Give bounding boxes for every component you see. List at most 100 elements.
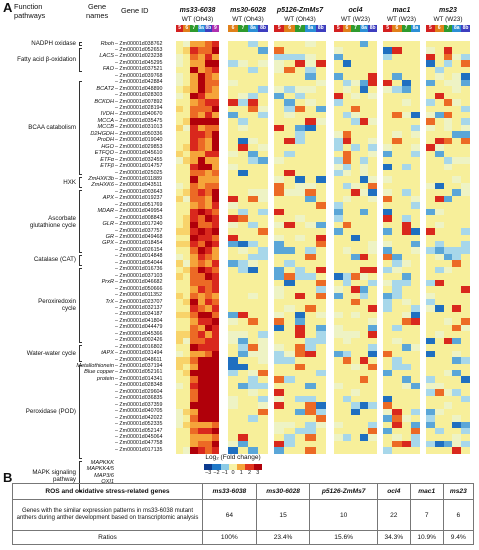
heatmap-cell bbox=[443, 324, 453, 332]
heatmap-cell bbox=[315, 208, 327, 216]
heatmap-cell bbox=[305, 389, 316, 397]
heatmap-cell bbox=[294, 305, 306, 313]
heatmap-cell bbox=[351, 389, 361, 397]
heatmap-cell bbox=[258, 279, 269, 287]
heatmap-cell bbox=[248, 299, 259, 306]
heatmap-cell bbox=[392, 402, 402, 409]
heatmap-cell bbox=[197, 395, 205, 403]
heatmap-cell bbox=[461, 150, 471, 158]
heatmap-cell bbox=[351, 382, 361, 390]
gene-name: FAO bbox=[102, 66, 114, 73]
heatmap-cell bbox=[204, 99, 213, 106]
heatmap-cell bbox=[274, 221, 285, 229]
heatmap-cell bbox=[284, 395, 296, 403]
heatmap-cell bbox=[211, 163, 220, 171]
gene-id: – Zm00001d037757 bbox=[115, 227, 163, 234]
heatmap-cell bbox=[305, 131, 316, 139]
heatmap-cell bbox=[426, 363, 436, 371]
stage-label: 6 bbox=[392, 25, 402, 32]
gene-id: – Zm00001d039768 bbox=[115, 72, 163, 79]
heatmap-cell bbox=[334, 234, 343, 242]
heatmap-cell bbox=[334, 60, 343, 68]
heatmap-cell bbox=[274, 208, 285, 216]
heatmap-cell bbox=[434, 305, 444, 313]
gene-id: – Zm00001d016736 bbox=[115, 266, 163, 273]
heatmap-cell bbox=[401, 53, 412, 61]
heatmap-cell bbox=[305, 144, 316, 151]
heatmap-cell bbox=[359, 234, 369, 242]
heatmap-cell bbox=[197, 440, 205, 448]
heatmap-cell bbox=[359, 144, 369, 151]
heatmap-cell bbox=[197, 208, 205, 216]
heatmap-cell bbox=[452, 157, 462, 164]
heatmap-cell bbox=[461, 124, 471, 132]
wt-label: WT (W23) bbox=[387, 16, 416, 23]
heatmap-cell bbox=[183, 350, 191, 358]
heatmap-cell bbox=[211, 208, 220, 216]
heatmap-cell bbox=[359, 279, 369, 287]
heatmap-cell bbox=[294, 299, 306, 306]
heatmap-cell bbox=[228, 240, 239, 248]
heatmap-cell bbox=[258, 79, 269, 87]
heatmap-cell bbox=[190, 318, 198, 326]
heatmap-cell bbox=[228, 318, 239, 326]
heatmap-cell bbox=[410, 41, 421, 48]
heatmap-cell bbox=[383, 395, 393, 403]
heatmap-cell bbox=[392, 434, 402, 442]
heatmap-cell bbox=[342, 279, 352, 287]
heatmap-cell bbox=[359, 305, 369, 313]
heatmap-cell bbox=[294, 157, 306, 164]
heatmap-cell bbox=[410, 279, 421, 287]
heatmap-cell bbox=[183, 53, 191, 61]
heatmap-cell bbox=[461, 382, 471, 390]
stage-label: 5 bbox=[176, 25, 184, 32]
heatmap-cell bbox=[204, 86, 213, 93]
heatmap-cell bbox=[305, 260, 316, 268]
heatmap-cell bbox=[211, 324, 220, 332]
heatmap-cell bbox=[342, 247, 352, 255]
heatmap-cell bbox=[401, 408, 412, 416]
heatmap-cell bbox=[305, 357, 316, 364]
heatmap-cell bbox=[359, 170, 369, 177]
heatmap-cell bbox=[248, 286, 259, 293]
gene-id: – Zm00001d038762 bbox=[115, 40, 163, 47]
gene-id: – Zm00001d036835 bbox=[115, 395, 163, 402]
heatmap-cell bbox=[334, 434, 343, 442]
heatmap-cell bbox=[392, 228, 402, 235]
heatmap-cell bbox=[294, 350, 306, 358]
heatmap-cell bbox=[248, 395, 259, 403]
heatmap-cell bbox=[401, 176, 412, 184]
heatmap-cell bbox=[410, 234, 421, 242]
heatmap-cell bbox=[315, 79, 327, 87]
heatmap-cell bbox=[315, 428, 327, 435]
heatmap-cell bbox=[452, 228, 462, 235]
stage-strip: 5 6 7 8a 8b bbox=[334, 25, 377, 32]
heatmap-cell bbox=[461, 369, 471, 377]
heatmap-cell bbox=[238, 266, 249, 274]
heatmap-cell bbox=[334, 247, 343, 255]
heatmap-cell bbox=[176, 279, 184, 287]
heatmap-cell bbox=[176, 311, 184, 319]
heatmap-cell bbox=[197, 311, 205, 319]
heatmap-cell bbox=[452, 286, 462, 293]
heatmap-cell bbox=[258, 208, 269, 216]
heatmap-cell bbox=[368, 428, 378, 435]
heatmap-cell bbox=[342, 305, 352, 313]
heatmap-cell bbox=[190, 337, 198, 345]
heatmap-cell bbox=[368, 86, 378, 93]
legend-tick: 1 bbox=[239, 469, 243, 476]
heatmap-cell bbox=[294, 428, 306, 435]
heatmap-cell bbox=[294, 47, 306, 55]
heatmap-cell bbox=[197, 402, 205, 409]
heatmap-cell bbox=[197, 382, 205, 390]
heatmap-cell bbox=[183, 215, 191, 222]
heatmap-cell bbox=[190, 170, 198, 177]
heatmap-cell bbox=[410, 240, 421, 248]
heatmap-cell bbox=[426, 331, 436, 338]
heatmap-cell bbox=[315, 279, 327, 287]
heatmap-cell bbox=[190, 286, 198, 293]
heatmap-cell bbox=[351, 176, 361, 184]
heatmap-cell bbox=[190, 299, 198, 306]
heatmap-cell bbox=[284, 66, 296, 74]
heatmap-cell bbox=[248, 221, 259, 229]
